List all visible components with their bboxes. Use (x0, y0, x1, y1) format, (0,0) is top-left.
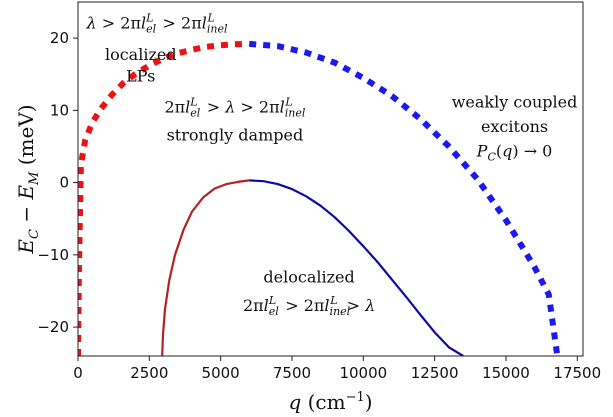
x-tick-label: 5000 (202, 364, 240, 382)
y-axis-unit: (meV) (14, 104, 38, 171)
x-tick-label: 0 (73, 364, 83, 382)
plot-frame (77, 1, 584, 357)
x-axis-unit-close: ) (365, 390, 373, 414)
annotation-delocalized-inequality: 2πlelL > 2πlinelL > λ (243, 294, 375, 318)
annotation-strongly-damped: strongly damped (167, 126, 304, 145)
series-line-1 (248, 40, 561, 356)
x-axis-label: q (cm−1) (288, 390, 372, 414)
x-axis-symbol: q (288, 390, 301, 414)
annotation-weakly-coupled: weakly coupled (452, 92, 578, 111)
x-axis-unit-open: (cm (301, 390, 345, 414)
x-tick-label: 7500 (273, 364, 311, 382)
y-tick-label: −10 (37, 246, 69, 264)
y-tick-label: −20 (37, 318, 69, 336)
x-axis-unit-exp: −1 (346, 390, 365, 405)
series-line-2 (161, 179, 250, 356)
series-line-3 (249, 179, 464, 356)
annotation-middle-inequality: 2πlelL > λ > 2πlinelL (164, 96, 305, 120)
annotation-delocalized: delocalized (263, 267, 354, 286)
x-tick-label: 2500 (130, 364, 168, 382)
series-line-0 (78, 40, 247, 356)
x-tick-label: 12500 (411, 364, 459, 382)
y-tick-label: 0 (59, 174, 69, 192)
annotation-excitons: excitons (481, 117, 548, 136)
x-tick-label: 10000 (339, 364, 387, 382)
series-layer (78, 40, 561, 356)
y-axis-em-sub: M (27, 171, 42, 186)
y-axis-ec: E (14, 239, 38, 255)
ticks-layer: 0 2500 5000 7500 10000 12500 15000 17500 20 10 0 −1… (37, 29, 601, 382)
annotation-pc-limit: PC(q) → 0 (476, 142, 553, 164)
y-tick-label: 10 (50, 101, 69, 119)
y-tick-label: 20 (50, 29, 69, 47)
y-axis-ec-sub: C (27, 229, 42, 239)
annotation-localized-line2: LPs (126, 66, 155, 85)
y-axis-label: EC − EM (meV) (14, 104, 42, 254)
annotation-localized-line1: localized (105, 45, 177, 64)
x-tick-label: 17500 (553, 364, 601, 382)
x-tick-label: 15000 (482, 364, 530, 382)
annotation-top-left-inequality: λ > 2πlelL > 2πlinelL (86, 12, 228, 36)
y-axis-minus: − (14, 200, 38, 229)
y-axis-em: E (14, 185, 38, 201)
